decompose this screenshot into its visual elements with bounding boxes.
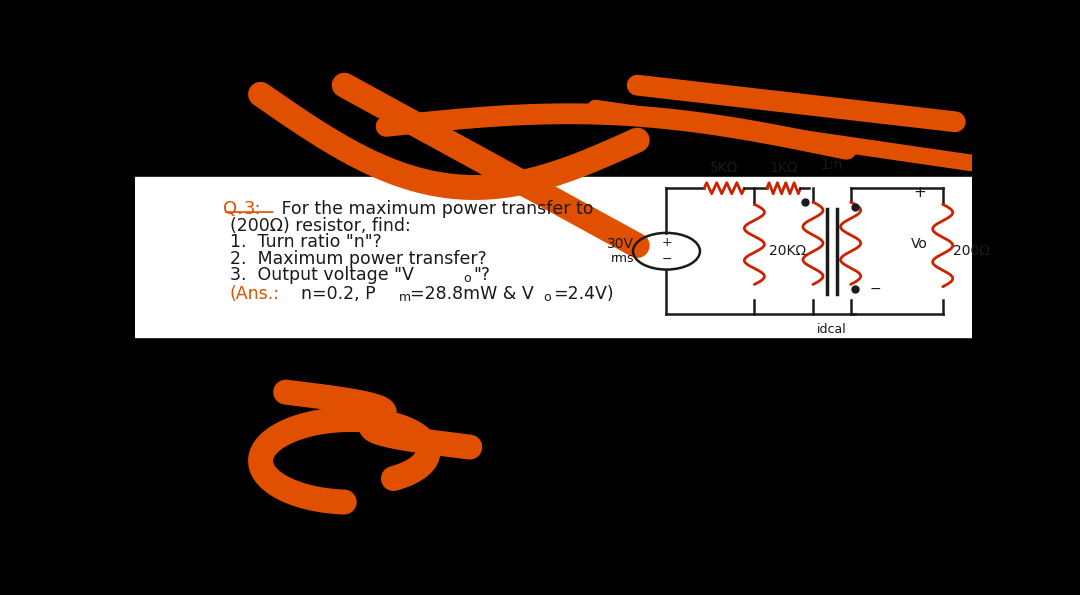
Text: o: o xyxy=(543,291,551,304)
Text: (Ans.:: (Ans.: xyxy=(230,284,280,303)
Text: "?: "? xyxy=(473,267,490,284)
Text: +: + xyxy=(661,236,672,249)
Text: m: m xyxy=(399,291,410,304)
Text: 5KΩ: 5KΩ xyxy=(710,161,739,176)
Text: +: + xyxy=(913,185,926,201)
Text: =28.8mW & V: =28.8mW & V xyxy=(409,284,534,303)
Text: 2.  Maximum power transfer?: 2. Maximum power transfer? xyxy=(230,250,486,268)
Text: 3:: 3: xyxy=(244,200,261,218)
Bar xyxy=(135,177,972,337)
Text: 1.  Turn ratio "n"?: 1. Turn ratio "n"? xyxy=(230,233,381,251)
Text: −: − xyxy=(869,282,880,296)
Text: 200Ω: 200Ω xyxy=(953,244,989,258)
Text: 20KΩ: 20KΩ xyxy=(769,244,807,258)
Text: 1KΩ: 1KΩ xyxy=(769,161,798,176)
Text: idcal: idcal xyxy=(816,324,847,336)
Text: rms: rms xyxy=(611,252,635,265)
Text: n=0.2, P: n=0.2, P xyxy=(300,284,376,303)
Text: Q.: Q. xyxy=(222,200,243,218)
Text: 3.  Output voltage "V: 3. Output voltage "V xyxy=(230,267,414,284)
Text: =2.4V): =2.4V) xyxy=(554,284,615,303)
Text: 30V: 30V xyxy=(607,237,634,251)
Text: Vo: Vo xyxy=(910,237,928,251)
Text: o: o xyxy=(463,272,471,285)
Text: 1:n: 1:n xyxy=(821,158,842,172)
Text: For the maximum power transfer to: For the maximum power transfer to xyxy=(275,200,593,218)
Text: −: − xyxy=(661,253,672,266)
Text: (200Ω) resistor, find:: (200Ω) resistor, find: xyxy=(230,217,410,235)
